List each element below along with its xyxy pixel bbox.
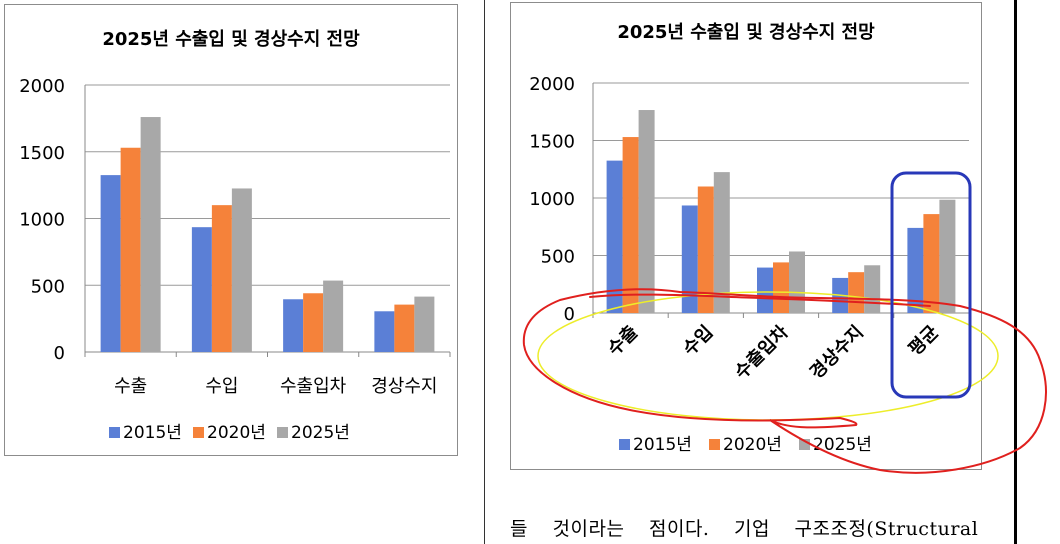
bar bbox=[713, 172, 730, 313]
category-label: 수입 bbox=[678, 321, 717, 360]
bar bbox=[120, 147, 141, 352]
y-tick-label: 2000 bbox=[529, 74, 575, 95]
category-label: 수입 bbox=[205, 376, 238, 397]
y-tick-label: 1000 bbox=[529, 189, 575, 210]
y-tick-label: 2000 bbox=[19, 76, 65, 97]
legend-swatch bbox=[193, 427, 204, 438]
bar bbox=[606, 160, 623, 313]
chart-left-svg: 2025년 수출입 및 경상수지 전망 0 500 1000 1500 2000 수출 수입… bbox=[19, 28, 451, 443]
y-tick-label: 500 bbox=[31, 276, 65, 297]
bar bbox=[414, 296, 435, 352]
category-label: 수출입차 bbox=[280, 376, 347, 397]
column-divider bbox=[484, 0, 485, 544]
bar bbox=[789, 251, 805, 313]
bar bbox=[231, 188, 252, 352]
body-text: 들 것이라는 점이다. 기업 구조조정(Structural bbox=[510, 518, 979, 540]
legend-label: 2020년 bbox=[207, 423, 266, 443]
chart-left: 2025년 수출입 및 경상수지 전망 0 500 1000 1500 2000 수출 수입… bbox=[4, 4, 458, 456]
y-tick-label: 500 bbox=[541, 247, 575, 268]
chart-title: 2025년 수출입 및 경상수지 전망 bbox=[102, 28, 360, 50]
category-label: 수출 bbox=[114, 376, 147, 397]
bar bbox=[757, 267, 773, 313]
bar bbox=[323, 280, 344, 352]
bar bbox=[773, 262, 789, 313]
bar bbox=[638, 110, 655, 314]
bar bbox=[939, 199, 956, 313]
legend-swatch bbox=[709, 439, 720, 450]
bar bbox=[100, 175, 121, 352]
bar bbox=[211, 205, 232, 352]
legend-label: 2015년 bbox=[633, 435, 692, 455]
legend-swatch bbox=[799, 439, 810, 450]
y-tick-label: 1500 bbox=[529, 132, 575, 153]
bar bbox=[374, 311, 395, 352]
bar bbox=[848, 272, 865, 313]
legend-label: 2025년 bbox=[813, 435, 872, 455]
bar bbox=[191, 227, 212, 352]
bar bbox=[622, 137, 639, 313]
bar bbox=[283, 299, 304, 352]
bar bbox=[394, 304, 415, 352]
bar bbox=[140, 117, 161, 352]
category-label: 평균 bbox=[905, 322, 943, 360]
bar bbox=[907, 227, 924, 313]
bar bbox=[923, 214, 940, 313]
category-label: 경상수지 bbox=[371, 376, 437, 397]
legend-swatch bbox=[619, 439, 630, 450]
page-border bbox=[1014, 0, 1017, 544]
chart-title: 2025년 수출입 및 경상수지 전망 bbox=[617, 21, 875, 43]
legend-swatch bbox=[109, 427, 120, 438]
legend-label: 2020년 bbox=[723, 435, 782, 455]
y-tick-label: 1000 bbox=[19, 210, 65, 231]
chart-right: 2025년 수출입 및 경상수지 전망 0 500 1000 1500 2000 수출 수입… bbox=[510, 2, 982, 470]
y-tick-label: 0 bbox=[564, 304, 575, 325]
category-label: 수출 bbox=[604, 322, 642, 360]
y-tick-label: 0 bbox=[54, 343, 65, 364]
bar bbox=[697, 186, 714, 313]
legend-label: 2025년 bbox=[291, 423, 350, 443]
category-label: 경상수지 bbox=[806, 322, 868, 384]
chart-right-svg: 2025년 수출입 및 경상수지 전망 0 500 1000 1500 2000 수출 수입… bbox=[529, 21, 970, 455]
bar bbox=[864, 265, 881, 313]
legend-swatch bbox=[277, 427, 288, 438]
bar bbox=[303, 293, 324, 352]
bar bbox=[832, 277, 849, 313]
category-label: 수출입차 bbox=[730, 321, 793, 384]
legend-label: 2015년 bbox=[123, 423, 182, 443]
bar bbox=[681, 205, 698, 313]
y-tick-label: 1500 bbox=[19, 143, 65, 164]
